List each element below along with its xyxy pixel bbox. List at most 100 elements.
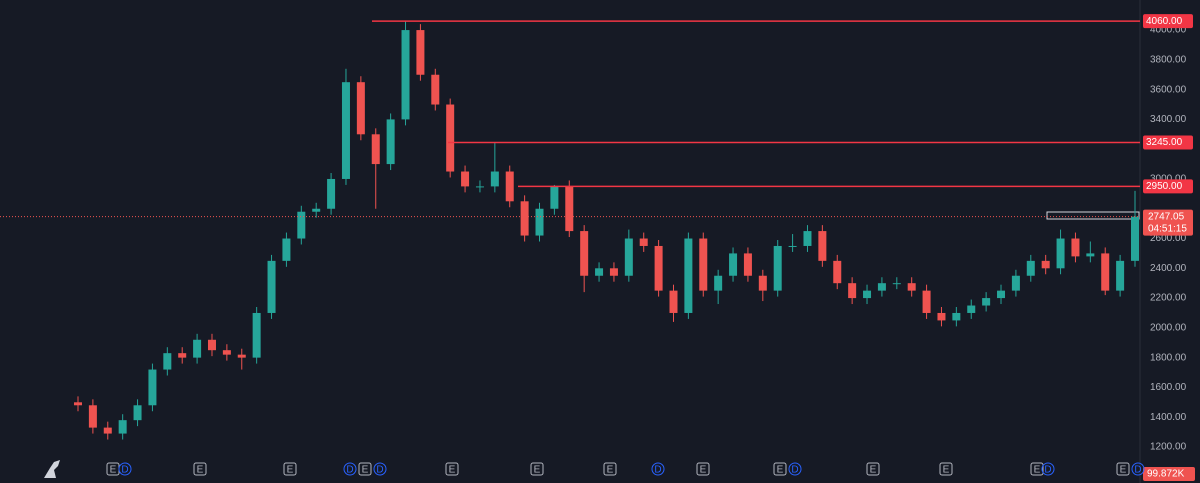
candle-body bbox=[356, 82, 365, 135]
last-price-box bbox=[1143, 209, 1193, 236]
y-tick-label: 1400.00 bbox=[1150, 412, 1187, 423]
candle-body bbox=[193, 339, 202, 358]
candle-body bbox=[74, 402, 82, 406]
event-marker bbox=[193, 462, 207, 476]
candle-body bbox=[729, 253, 738, 276]
candle-body bbox=[401, 30, 410, 120]
candle-body bbox=[327, 178, 336, 209]
y-tick-label: 3400.00 bbox=[1150, 114, 1187, 125]
candle-body bbox=[475, 186, 484, 188]
candle-body bbox=[431, 74, 440, 105]
candle-body bbox=[937, 312, 946, 321]
event-marker bbox=[866, 462, 880, 476]
event-label: E bbox=[197, 465, 204, 476]
candle-body bbox=[133, 405, 142, 421]
candle-body bbox=[565, 186, 574, 232]
event-label: D bbox=[1134, 465, 1141, 476]
candle-body bbox=[997, 290, 1006, 299]
event-marker bbox=[118, 462, 132, 476]
candle-body bbox=[654, 245, 663, 291]
volume-label-box bbox=[1143, 467, 1195, 481]
candle-body bbox=[922, 290, 931, 313]
event-marker bbox=[373, 462, 387, 476]
level-label: 3245.00 bbox=[1146, 137, 1183, 148]
y-tick-label: 2200.00 bbox=[1150, 293, 1187, 304]
event-label: E bbox=[449, 465, 456, 476]
candle-body bbox=[88, 405, 97, 428]
y-tick-label: 1600.00 bbox=[1150, 382, 1187, 393]
candle-body bbox=[684, 238, 693, 313]
event-marker bbox=[603, 462, 617, 476]
event-label: E bbox=[607, 465, 614, 476]
candle-body bbox=[505, 171, 514, 202]
event-marker bbox=[283, 462, 297, 476]
candle-body bbox=[163, 353, 172, 370]
candle-body bbox=[207, 339, 216, 351]
logo bbox=[44, 460, 60, 478]
event-marker bbox=[1041, 462, 1055, 476]
event-marker bbox=[788, 462, 802, 476]
candle-body bbox=[639, 238, 648, 246]
candle-body bbox=[818, 231, 827, 261]
event-marker bbox=[939, 462, 953, 476]
candle-body bbox=[282, 238, 291, 261]
candle-body bbox=[1086, 253, 1095, 257]
candle-body bbox=[312, 208, 321, 212]
y-tick-label: 2600.00 bbox=[1150, 233, 1187, 244]
event-marker bbox=[445, 462, 459, 476]
y-tick-label: 2000.00 bbox=[1150, 322, 1187, 333]
candle-body bbox=[446, 104, 455, 172]
event-label: D bbox=[654, 465, 661, 476]
candle-body bbox=[595, 268, 604, 276]
candle-body bbox=[520, 201, 529, 236]
event-label: D bbox=[346, 465, 353, 476]
candle-body bbox=[416, 30, 425, 75]
candle-body bbox=[1131, 216, 1139, 261]
event-marker bbox=[530, 462, 544, 476]
candle-body bbox=[297, 211, 306, 239]
candle-body bbox=[222, 350, 231, 355]
candle-body bbox=[535, 208, 544, 236]
candle-body bbox=[550, 186, 559, 209]
y-tick-label: 3800.00 bbox=[1150, 54, 1187, 65]
candle-body bbox=[892, 283, 901, 285]
candle-body bbox=[609, 268, 618, 276]
y-tick-label: 1800.00 bbox=[1150, 352, 1187, 363]
event-label: E bbox=[700, 465, 707, 476]
event-marker bbox=[358, 462, 372, 476]
candle-body bbox=[267, 260, 276, 313]
event-marker bbox=[343, 462, 357, 476]
candle-body bbox=[848, 283, 857, 299]
event-label: E bbox=[110, 465, 117, 476]
candle-body bbox=[773, 245, 782, 291]
y-tick-label: 2400.00 bbox=[1150, 263, 1187, 274]
candle-body bbox=[714, 275, 723, 291]
y-tick-label: 3000.00 bbox=[1150, 174, 1187, 185]
level-label-box bbox=[1143, 14, 1193, 29]
candle-body bbox=[490, 171, 499, 187]
level-label: 4060.00 bbox=[1146, 16, 1183, 27]
candle-body bbox=[1071, 238, 1080, 257]
candle-body bbox=[863, 290, 872, 299]
drawing-box bbox=[1046, 211, 1140, 220]
candle-body bbox=[1056, 238, 1065, 269]
event-label: D bbox=[791, 465, 798, 476]
candle-body bbox=[743, 253, 752, 276]
event-label: E bbox=[777, 465, 784, 476]
y-tick-label: 3600.00 bbox=[1150, 84, 1187, 95]
event-marker bbox=[1131, 462, 1145, 476]
event-label: E bbox=[943, 465, 950, 476]
candle-body bbox=[103, 427, 112, 434]
candle-body bbox=[1026, 260, 1035, 276]
candle-body bbox=[833, 260, 842, 284]
candle-body bbox=[907, 283, 916, 291]
volume-label: 99.872K bbox=[1147, 469, 1185, 480]
last-price-label: 2747.05 bbox=[1148, 211, 1185, 222]
event-label: E bbox=[1034, 465, 1041, 476]
candle-body bbox=[758, 275, 767, 291]
candle-body bbox=[669, 290, 678, 313]
candle-body bbox=[624, 238, 633, 276]
event-marker bbox=[1030, 462, 1044, 476]
